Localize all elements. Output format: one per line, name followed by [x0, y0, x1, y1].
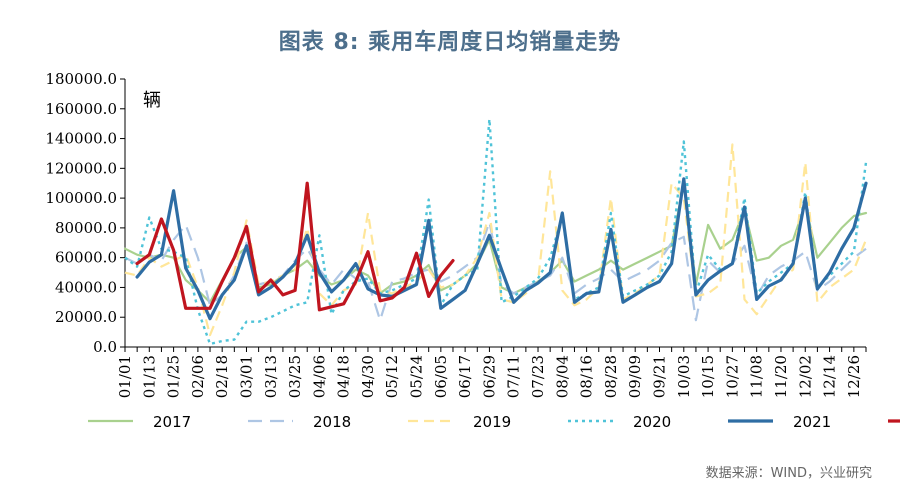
x-tick-label: 11/08 [748, 355, 766, 398]
x-tick-label: 02/18 [213, 355, 231, 398]
y-tick-label: 140000.0 [45, 130, 117, 148]
x-tick-label: 05/12 [383, 355, 401, 398]
legend-label-2019: 2019 [473, 413, 511, 431]
x-tick-label: 10/03 [675, 355, 693, 398]
x-tick-label: 02/06 [189, 355, 207, 398]
x-tick-label: 06/17 [456, 355, 474, 398]
x-tick-label: 08/04 [553, 355, 571, 398]
x-tick-label: 12/02 [796, 355, 814, 398]
x-tick-label: 12/26 [845, 355, 863, 398]
legend-label-2020: 2020 [633, 413, 671, 431]
series-line-2019 [124, 143, 868, 337]
legend-label-2017: 2017 [153, 413, 191, 431]
x-tick-label: 10/27 [723, 355, 741, 398]
y-tick-label: 100000.0 [45, 189, 117, 207]
x-tick-label: 01/01 [116, 355, 134, 398]
series-line-2021 [135, 177, 868, 321]
x-tick-label: 06/05 [432, 355, 450, 398]
y-tick-label: 80000.0 [55, 219, 117, 237]
legend-label-2021: 2021 [793, 413, 831, 431]
y-tick-label: 180000.0 [45, 70, 117, 88]
x-tick-label: 12/14 [821, 355, 839, 398]
x-tick-label: 08/28 [602, 355, 620, 398]
y-tick-label: 120000.0 [45, 159, 117, 177]
x-tick-label: 05/24 [408, 355, 426, 398]
x-tick-label: 01/13 [140, 355, 158, 398]
y-tick-label: 160000.0 [45, 100, 117, 118]
x-tick-label: 03/13 [262, 355, 280, 398]
y-tick-label: 40000.0 [55, 278, 117, 296]
y-tick-label: 20000.0 [55, 308, 117, 326]
chart-title: 图表 8: 乘用车周度日均销量走势 [278, 30, 622, 55]
x-tick-label: 03/25 [286, 355, 304, 398]
x-tick-label: 09/09 [626, 355, 644, 398]
x-tick-label: 08/16 [578, 355, 596, 398]
x-tick-label: 04/06 [310, 355, 328, 398]
x-tick-label: 03/01 [237, 355, 255, 398]
source-note: 数据来源：WIND，兴业研究 [705, 466, 872, 481]
series-line-2022 [135, 181, 455, 312]
x-tick-label: 09/21 [650, 355, 668, 398]
y-tick-label: 60000.0 [55, 249, 117, 267]
x-tick-label: 07/11 [505, 355, 523, 398]
x-tick-label: 01/25 [165, 355, 183, 398]
x-tick-label: 04/18 [335, 355, 353, 398]
x-tick-label: 11/20 [772, 355, 790, 398]
x-tick-label: 04/30 [359, 355, 377, 398]
y-tick-label: 0.0 [93, 338, 117, 356]
x-tick-label: 06/29 [480, 355, 498, 398]
x-tick-label: 07/23 [529, 355, 547, 398]
series-lines [123, 118, 868, 346]
x-tick-label: 10/15 [699, 355, 717, 398]
legend: 201720182019202020212022 [88, 413, 900, 431]
axes: 0.0 20000.0 40000.0 60000.0 80000.0 100000.0 1… [45, 70, 867, 398]
legend-label-2018: 2018 [313, 413, 351, 431]
y-axis-unit-label: 辆 [143, 90, 161, 111]
